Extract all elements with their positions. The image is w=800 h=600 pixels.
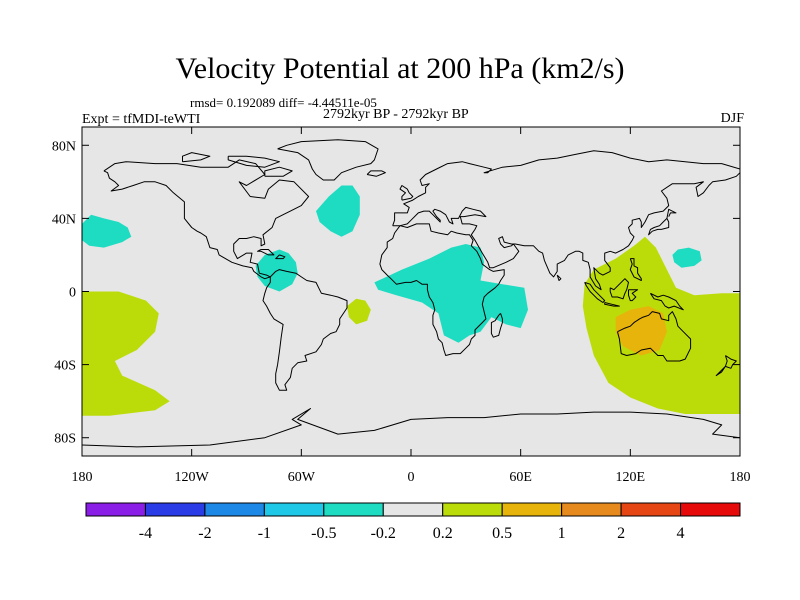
contour-region-9 — [615, 306, 667, 356]
x-tick-label-5: 60E — [509, 470, 532, 485]
colorbar-label-9: 2 — [617, 525, 625, 542]
coastline-11 — [648, 208, 677, 236]
coastline-16 — [628, 289, 639, 302]
contour-region-1 — [82, 214, 132, 248]
colorbar-label-3: -1 — [258, 525, 271, 542]
coastline-8 — [277, 139, 379, 181]
coastline-9 — [399, 185, 414, 201]
coastlines — [82, 139, 740, 448]
coastline-13 — [584, 281, 606, 303]
colorbar: -4 -2 -1 -0.5 -0.2 0.2 0.5 1 2 4 — [85, 502, 741, 542]
coastline-4 — [392, 172, 740, 291]
x-tick-label-3: 60W — [288, 470, 316, 485]
coastline-3 — [392, 150, 740, 226]
colorbar-swatch-7 — [442, 502, 503, 517]
coastline-24 — [182, 152, 211, 163]
x-tick-label-6: 120E — [616, 470, 646, 485]
contour-regions — [82, 185, 740, 416]
colorbar-label-2: -2 — [198, 525, 211, 542]
coastline-12 — [629, 258, 642, 281]
y-tick-label-3: 0 — [69, 286, 76, 301]
contour-region-5 — [672, 247, 702, 268]
colorbar-label-4: -0.5 — [311, 525, 336, 542]
colorbar-swatch-6 — [382, 502, 444, 517]
colorbar-swatch-9 — [561, 502, 622, 517]
y-tick-label-2: 40N — [52, 212, 76, 227]
colorbar-label-8: 1 — [558, 525, 566, 542]
x-tick-label-7: 180 — [730, 470, 751, 485]
colorbar-label-6: 0.2 — [433, 525, 453, 542]
plot-area — [81, 126, 741, 457]
coastline-22 — [556, 274, 562, 281]
contour-region-7 — [347, 298, 371, 325]
season-label: DJF — [720, 111, 744, 126]
colorbar-label-10: 4 — [677, 525, 685, 542]
coastline-18 — [715, 355, 737, 377]
contour-region-3 — [316, 185, 360, 237]
coastline-20 — [257, 249, 275, 256]
colorbar-label-1: -4 — [139, 525, 152, 542]
coastline-5 — [379, 223, 505, 356]
figure-title: Velocity Potential at 200 hPa (km2/s) — [175, 52, 625, 85]
y-axis-ticks: 80N 40N 0 40S 80S — [52, 139, 740, 447]
y-tick-label-1: 80N — [52, 139, 76, 154]
coastline-14 — [609, 278, 629, 300]
coastline-10 — [366, 170, 386, 177]
coastline-2 — [262, 269, 348, 391]
colorbar-swatch-8 — [501, 502, 563, 517]
x-axis-ticks: 180 120W 60W 0 60E 120E 180 — [72, 127, 751, 485]
colorbar-swatch-2 — [144, 502, 206, 517]
stats-line: rmsd= 0.192089 diff= -4.44511e-05 — [190, 95, 377, 110]
coastline-17 — [649, 292, 684, 311]
colorbar-swatch-4 — [263, 502, 325, 517]
colorbar-swatch-10 — [620, 502, 682, 517]
colorbar-swatch-1 — [85, 502, 146, 517]
x-tick-label-2: 120W — [175, 470, 210, 485]
coastline-7 — [490, 313, 503, 338]
y-tick-label-5: 80S — [54, 432, 76, 447]
coastline-15 — [604, 302, 620, 307]
y-tick-label-4: 40S — [54, 359, 76, 374]
colorbar-label-5: -0.2 — [371, 525, 396, 542]
x-tick-label-4: 0 — [408, 470, 415, 485]
coastline-21 — [275, 254, 286, 260]
colorbar-label-7: 0.5 — [492, 525, 512, 542]
contour-region-6 — [82, 291, 170, 416]
contour-region-4 — [374, 244, 528, 343]
coastline-1 — [103, 159, 310, 280]
colorbar-swatch-5 — [323, 502, 384, 517]
coastline-23 — [227, 155, 280, 168]
time-subtitle: 2792kyr BP - 2792kyr BP — [323, 107, 469, 122]
x-tick-label-1: 180 — [72, 470, 93, 485]
coastline-25 — [264, 166, 293, 177]
experiment-label: Expt = tfMDI-teWTI — [82, 112, 201, 127]
colorbar-swatch-3 — [204, 502, 265, 517]
colorbar-swatch-11 — [680, 502, 741, 517]
coastline-19 — [82, 408, 740, 448]
coastline-6 — [617, 311, 692, 362]
